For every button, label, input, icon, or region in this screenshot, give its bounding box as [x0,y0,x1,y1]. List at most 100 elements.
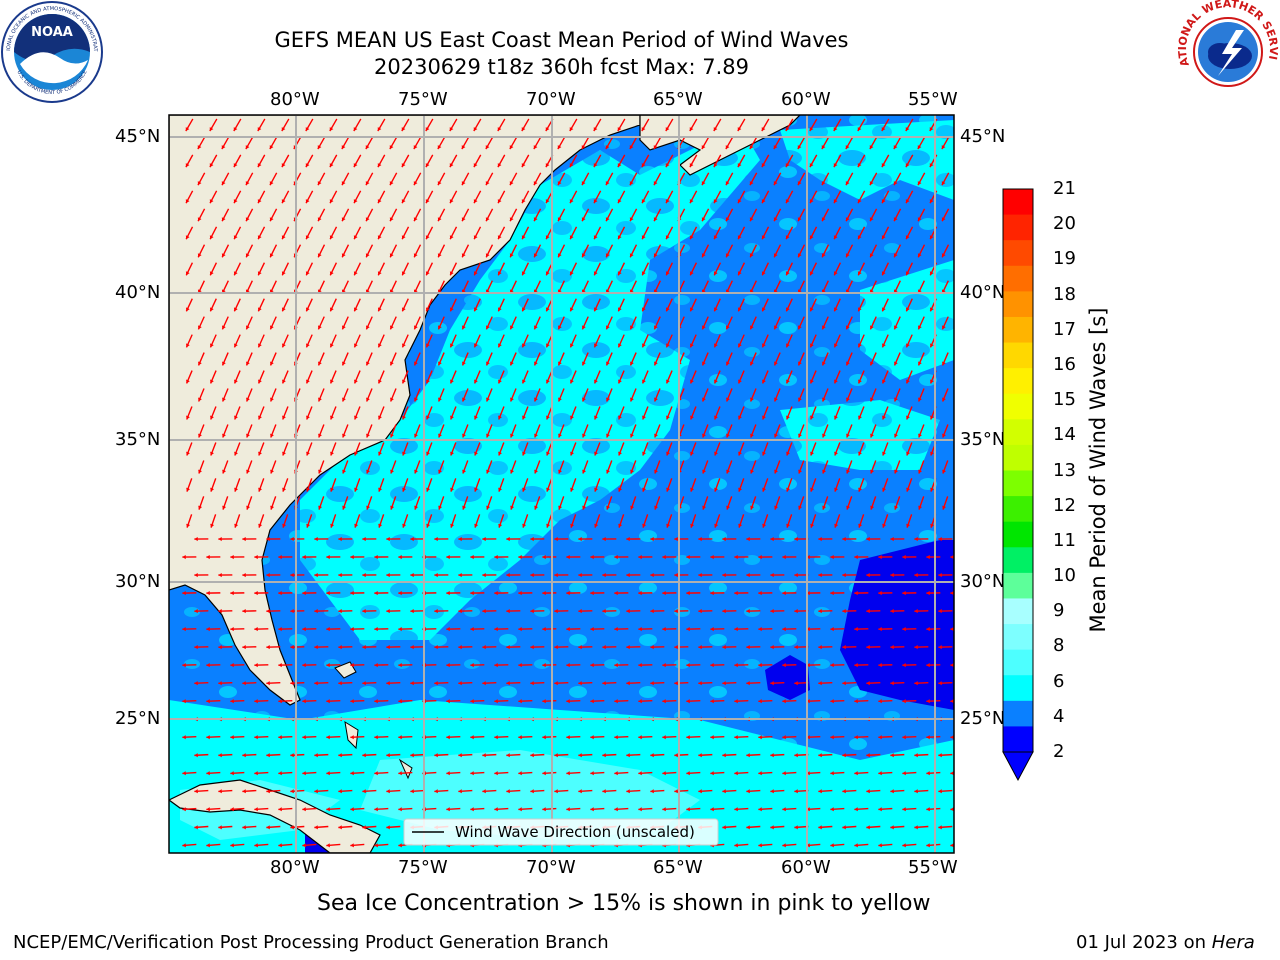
wind-arrow-head [434,753,438,758]
wind-arrow-head [822,505,827,510]
wind-arrow-head [582,469,587,474]
wind-arrow-head [758,735,762,740]
wind-arrow-head [318,433,322,438]
wind-arrow-head [510,469,515,474]
wind-arrow-head [761,307,766,312]
wind-arrow-head [533,181,538,186]
wind-arrow-head [690,379,694,384]
wind-arrow-head [354,451,358,456]
wind-arrow-head [341,217,346,222]
wind-arrow-head [594,487,599,492]
wind-arrow-head [494,699,498,704]
wind-arrow-head [665,127,670,132]
wind-arrow-head [638,699,642,704]
wind-arrow-head [473,307,478,312]
wind-arrow-head [386,536,390,542]
wind-arrows [182,118,970,848]
wind-arrow-head [414,469,419,474]
plot-title-line2: 20230629 t18z 360h fcst Max: 7.89 [374,55,749,79]
wind-arrow-head [761,343,766,348]
wind-arrow-head [533,325,538,330]
wind-arrow-head [413,145,418,150]
wind-arrow-head [701,217,706,222]
wind-direction-legend: Wind Wave Direction (unscaled) [403,818,719,846]
wind-arrow-head [350,554,354,560]
wind-arrow-head [846,505,851,510]
wind-arrow-head [890,572,894,578]
wind-arrow-head [893,325,898,330]
wind-arrow-head [474,451,478,456]
wind-arrow-head [846,469,851,474]
wind-arrow-head [833,271,838,276]
colorbar-cell [1003,521,1033,548]
wind-arrow-head [218,681,222,686]
wind-arrow-head [866,609,870,614]
wind-arrow-head [929,163,934,168]
wind-arrow-head [842,789,846,794]
wind-arrow-head [446,807,450,812]
wind-arrow-head [546,379,550,384]
wind-arrow-head [942,469,947,474]
wind-arrow-head [641,271,646,276]
wind-arrow-head [806,554,810,560]
wind-arrow-head [590,554,594,560]
wind-arrow-head [686,807,690,812]
wind-arrow-head [902,554,906,560]
wind-arrow-head [662,554,666,560]
wind-arrow-head [186,379,190,384]
wind-arrow-head [830,843,834,848]
lon-label-bottom-55: 55°W [908,857,958,878]
wind-arrow-head [842,681,846,686]
wind-arrow-head [734,627,738,632]
lat-label-right-40: 40°N [960,282,1006,303]
wind-arrow-head [206,699,210,704]
wind-arrow-head [650,609,654,614]
wind-arrow-head [374,554,378,560]
wind-arrow-head [306,487,311,492]
wind-arrow-head [221,145,226,150]
wind-arrow-head [665,343,670,348]
wind-arrow-head [602,572,606,578]
wind-arrow-head [602,536,606,542]
wind-arrow-head [902,627,906,632]
wind-arrow-head [494,590,498,596]
wind-arrow-head [378,451,382,456]
wind-arrow-head [362,572,366,578]
wind-arrow-head [566,699,570,704]
wind-arrow-head [233,163,238,168]
wind-arrow-head [569,199,574,204]
wind-arrow-head [941,325,946,330]
wind-arrow-head [966,361,970,365]
wind-arrow-head [438,397,442,402]
wind-arrow-head [785,271,790,276]
wind-arrow-head [401,343,406,348]
wind-arrow-head [761,163,766,168]
wind-arrow-head [881,163,886,168]
wind-arrow-head [281,343,286,348]
wind-arrow-head [474,523,479,528]
colorbar-tick-label: 17 [1053,318,1076,340]
wind-arrow-head [701,325,706,330]
wind-arrow-head [257,271,262,276]
wind-arrow-head [941,217,946,222]
wind-arrow-head [497,199,502,204]
wind-arrow-head [641,199,646,204]
wind-arrow-head [773,181,778,186]
wind-arrow-head [818,753,822,758]
wind-arrow-head [846,361,850,366]
wind-arrow-head [794,789,798,794]
wind-arrow-head [209,343,214,348]
wind-arrow-head [533,217,538,222]
wind-arrow-head [233,343,238,348]
wind-arrow-head [686,663,690,668]
wind-arrow-head [245,145,250,150]
wind-arrow-head [402,379,406,384]
wind-arrow-head [830,627,834,632]
wind-arrow-head [521,199,526,204]
wind-arrow-head [750,469,755,474]
wind-arrow-head [449,127,454,132]
wind-arrow [955,407,960,420]
wind-arrow-head [410,572,414,578]
wind-arrow-head [362,753,366,758]
wind-arrow-head [710,771,714,776]
